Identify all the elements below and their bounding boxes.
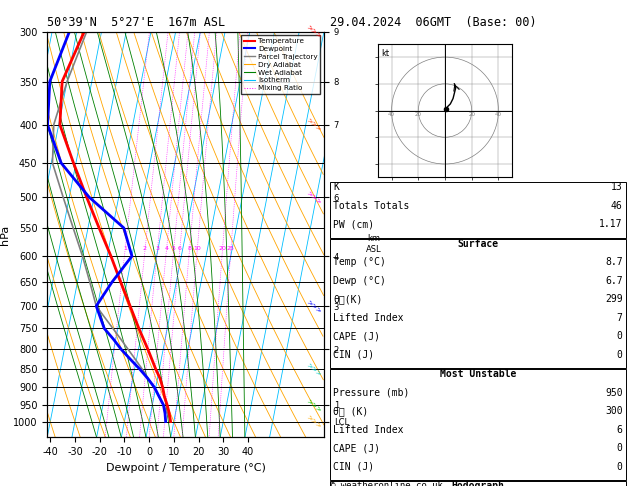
Text: CAPE (J): CAPE (J) [333,331,381,341]
Y-axis label: km
ASL: km ASL [366,235,382,254]
Text: 5: 5 [172,246,175,251]
Text: Lifted Index: Lifted Index [333,313,404,323]
Text: θᴄ(K): θᴄ(K) [333,294,363,304]
Text: kt: kt [381,49,389,58]
Text: >>>: >>> [306,298,323,314]
Text: 8: 8 [187,246,191,251]
Text: 6: 6 [178,246,182,251]
Text: © weatheronline.co.uk: © weatheronline.co.uk [330,481,443,486]
Text: Lifted Index: Lifted Index [333,425,404,435]
Text: 29.04.2024  06GMT  (Base: 00): 29.04.2024 06GMT (Base: 00) [330,16,537,29]
Text: θᴄ (K): θᴄ (K) [333,406,369,417]
Text: 6.7: 6.7 [605,276,623,286]
Text: 3: 3 [155,246,159,251]
Text: 13: 13 [611,182,623,192]
Text: K: K [333,182,339,192]
Text: CAPE (J): CAPE (J) [333,443,381,453]
Text: 300: 300 [605,406,623,417]
Text: Pressure (mb): Pressure (mb) [333,388,409,398]
Text: 20: 20 [468,112,476,117]
Text: 1.17: 1.17 [599,219,623,229]
Text: 25: 25 [227,246,235,251]
Text: 40: 40 [388,112,395,117]
Legend: Temperature, Dewpoint, Parcel Trajectory, Dry Adiabat, Wet Adiabat, Isotherm, Mi: Temperature, Dewpoint, Parcel Trajectory… [241,35,320,94]
Text: 7: 7 [617,313,623,323]
Text: 950: 950 [605,388,623,398]
Text: 20: 20 [218,246,226,251]
Text: 50°39'N  5°27'E  167m ASL: 50°39'N 5°27'E 167m ASL [47,16,225,29]
Text: CIN (J): CIN (J) [333,349,374,360]
Text: >>>: >>> [306,397,323,413]
Text: Surface: Surface [457,239,499,249]
Text: Hodograph: Hodograph [452,481,504,486]
Text: 1: 1 [123,246,127,251]
Text: 40: 40 [495,112,502,117]
Text: >>>: >>> [306,189,323,205]
Text: >>>: >>> [306,117,323,133]
X-axis label: Dewpoint / Temperature (°C): Dewpoint / Temperature (°C) [106,463,265,473]
Text: 6: 6 [617,425,623,435]
Text: 46: 46 [611,201,623,211]
Text: 10: 10 [193,246,201,251]
Y-axis label: hPa: hPa [0,225,10,244]
Text: 8.7: 8.7 [605,258,623,267]
Text: Dewp (°C): Dewp (°C) [333,276,386,286]
Text: Most Unstable: Most Unstable [440,369,516,380]
Text: 299: 299 [605,294,623,304]
Text: 0: 0 [617,331,623,341]
Text: 4: 4 [164,246,169,251]
Text: >>>: >>> [306,24,323,39]
Text: PW (cm): PW (cm) [333,219,374,229]
Text: CIN (J): CIN (J) [333,462,374,472]
Text: >>>: >>> [306,414,323,430]
Text: >>>: >>> [306,361,323,377]
Text: Temp (°C): Temp (°C) [333,258,386,267]
Text: 20: 20 [415,112,422,117]
Text: 2: 2 [143,246,147,251]
Text: Totals Totals: Totals Totals [333,201,409,211]
Text: 0: 0 [617,349,623,360]
Text: 0: 0 [617,443,623,453]
Text: 0: 0 [617,462,623,472]
